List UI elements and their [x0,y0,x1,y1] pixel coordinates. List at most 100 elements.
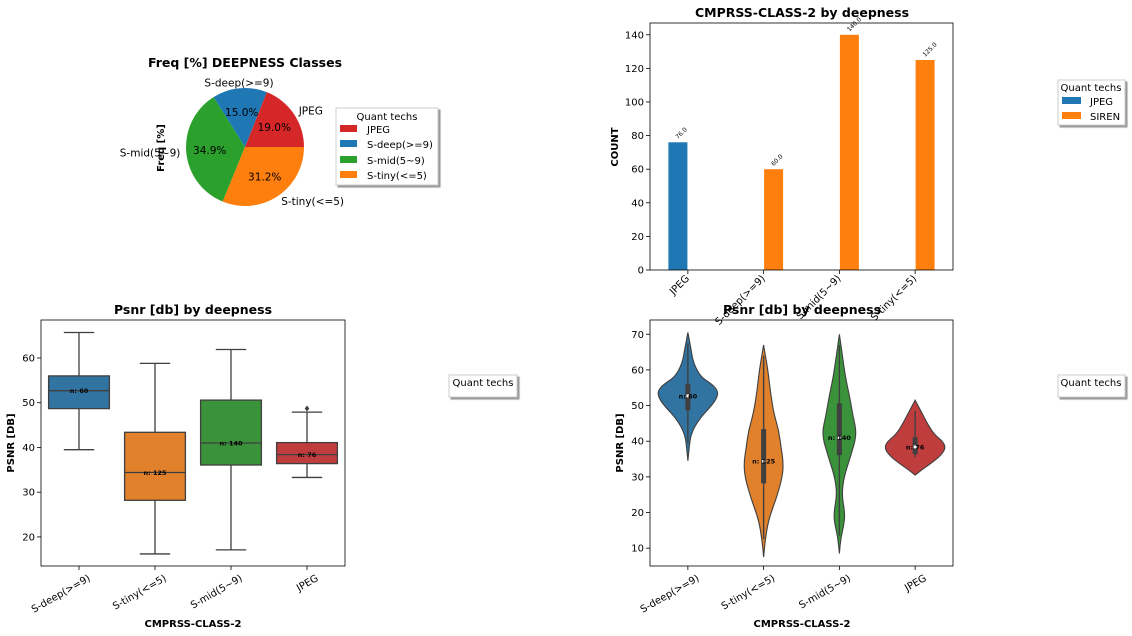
legend-entry-s-tiny: S-tiny(<=5) [367,171,427,182]
bar-xtick-label: S-deep(>=9) [713,273,767,327]
violin-xlabel: CMPRSS-CLASS-2 [754,619,851,630]
box-marks: n: 60 n: 125 n: 140 n: 76 [47,331,339,555]
pie-slices [186,88,304,206]
violin-ytick-label: 70 [631,330,644,341]
violin-iqr-box [836,403,842,456]
box-n-label: n: 125 [143,469,167,477]
box-n-label: n: 60 [70,387,89,395]
bar-legend: Quant techs JPEG SIREN [1057,79,1126,126]
bar-ylabel: COUNT [610,127,621,166]
violin-marks: n: 60 n: 125 n: 140 n: 76 [657,332,946,558]
box-n-label: n: 140 [219,440,243,448]
violin-n-label: n: 60 [679,392,698,400]
pie-ylabel: Freq [%] [156,124,167,172]
bar-legend-swatch-jpeg [1062,97,1081,104]
box-s-mid-5-9 [199,399,263,466]
box-title: Psnr [db] by deepness [114,302,272,317]
legend-entry-s-mid: S-mid(5~9) [367,156,425,167]
box-ytick-label: 50 [22,398,35,409]
violin-ytick-label: 20 [631,508,644,519]
bar-siren-s-tiny-5 [915,60,935,270]
bar-value-label: 125.0 [922,41,939,58]
violin-median-dot [686,394,690,398]
violin-xtick-label: JPEG [902,573,928,595]
bar-value-label: 76.0 [674,126,689,141]
box-jpeg [275,441,339,465]
violin-ytick-label: 10 [631,544,644,555]
bar-jpeg-jpeg [668,142,688,270]
violin-legend-frame [1057,374,1126,398]
bar-ytick-label: 40 [631,198,644,209]
violin-ytick-label: 60 [631,365,644,376]
violin-median-dot [837,436,841,440]
violin-chart: Psnr [db] by deepness PSNR [DB] CMPRSS-C… [615,302,1126,630]
violin-xtick-label: S-deep(>=9) [639,573,702,616]
box-outlier [304,405,310,412]
pie-slice-s-tiny-5 [222,147,304,206]
legend-swatch-jpeg [340,125,357,132]
bar-ytick-label: 80 [631,131,644,142]
violin-n-label: n: 125 [752,458,776,466]
box-xtick-label: S-mid(5~9) [189,573,245,611]
bar-ytick-label: 60 [631,165,644,176]
bar-legend-entry-jpeg: JPEG [1089,97,1113,108]
pie-chart: Freq [%] DEEPNESS Classes Freq [%] 19.0%… [120,55,439,208]
bar-legend-title: Quant techs [1061,83,1122,94]
box-ytick-label: 40 [22,443,35,454]
box-n-label: n: 76 [298,451,317,459]
pie-pct-label: 19.0% [258,122,291,134]
bar-ytick-label: 20 [631,232,644,243]
violin-title: Psnr [db] by deepness [723,302,881,317]
violin-legend-title: Quant techs [1061,378,1122,389]
bar-siren-s-mid-5-9 [839,34,859,270]
box-legend-frame [448,374,518,398]
box-s-tiny-5 [123,431,187,501]
violin-n-label: n: 76 [906,443,925,451]
box-ytick-label: 60 [22,354,35,365]
bar-siren-s-deep-9 [764,169,784,270]
violin-median-dot [762,459,766,463]
box-legend: Quant techs [448,374,518,398]
bar-chart: CMPRSS-CLASS-2 by deepness COUNT 76.0 60.… [610,5,1126,328]
box-plot-frame [40,319,346,567]
box-xtick-label: S-tiny(<=5) [111,573,168,612]
legend-swatch-s-mid [340,156,357,163]
bar-title: CMPRSS-CLASS-2 by deepness [695,5,909,20]
violin-ytick-label: 30 [631,472,644,483]
legend-swatch-s-tiny [340,171,357,178]
pie-labels: 19.0% JPEG 15.0% S-deep(>=9) 34.9% S-mid(5~9)… [120,77,344,207]
bar-value-label: 60.0 [770,153,785,168]
bar-legend-entry-siren: SIREN [1090,112,1120,123]
pie-category-label: S-mid(5~9) [120,148,181,160]
violin-n-label: n: 140 [828,434,852,442]
legend-entry-jpeg: JPEG [366,125,390,136]
bar-plot-frame [649,22,954,271]
pie-title: Freq [%] DEEPNESS Classes [148,55,342,70]
legend-entry-s-deep: S-deep(>=9) [367,140,433,151]
pie-pct-label: 31.2% [248,171,281,183]
violin-ytick-label: 50 [631,401,644,412]
legend-title: Quant techs [357,112,418,123]
bar-ytick-label: 120 [625,64,644,75]
pie-slice-jpeg [245,92,304,147]
violin-xtick-label: S-mid(5~9) [797,573,853,611]
violin-plot-frame [649,319,954,567]
pie-category-label: S-deep(>=9) [204,77,273,89]
pie-slice-s-mid-5-9 [186,97,245,202]
violin-legend: Quant techs [1057,374,1126,398]
violin-ytick-label: 40 [631,437,644,448]
legend-swatch-s-deep [340,140,357,147]
box-xtick-label: JPEG [294,573,320,595]
box-legend-title: Quant techs [453,378,514,389]
box-ylabel: PSNR [DB] [6,413,17,472]
pie-category-label: JPEG [298,106,323,118]
pie-pct-label: 15.0% [225,107,258,119]
bar-xtick-label: JPEG [667,273,692,298]
box-chart: Psnr [db] by deepness PSNR [DB] CMPRSS-C… [6,302,518,630]
violin-xtick-label: S-tiny(<=5) [720,573,777,612]
box-xlabel: CMPRSS-CLASS-2 [145,619,242,630]
bar-ytick-label: 100 [625,97,644,108]
violin-ylabel: PSNR [DB] [615,413,626,472]
